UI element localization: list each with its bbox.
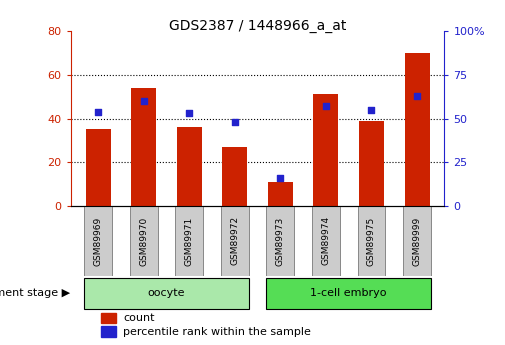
Bar <box>85 129 111 206</box>
Text: GSM89975: GSM89975 <box>367 216 376 266</box>
Text: development stage ▶: development stage ▶ <box>0 288 70 298</box>
FancyBboxPatch shape <box>312 206 340 276</box>
Text: oocyte: oocyte <box>147 288 185 298</box>
Text: GSM89974: GSM89974 <box>321 216 330 266</box>
Bar <box>314 95 338 206</box>
Point <box>413 93 421 99</box>
FancyBboxPatch shape <box>175 206 203 276</box>
Text: percentile rank within the sample: percentile rank within the sample <box>123 327 311 337</box>
Bar <box>405 53 430 206</box>
FancyBboxPatch shape <box>84 206 112 276</box>
Text: 1-cell embryo: 1-cell embryo <box>311 288 387 298</box>
Text: GSM89971: GSM89971 <box>185 216 194 266</box>
Bar <box>100 326 116 337</box>
FancyBboxPatch shape <box>403 206 431 276</box>
FancyBboxPatch shape <box>267 278 431 309</box>
Point <box>276 175 284 181</box>
Text: GSM89972: GSM89972 <box>230 216 239 266</box>
Text: GSM89970: GSM89970 <box>139 216 148 266</box>
FancyBboxPatch shape <box>221 206 248 276</box>
FancyBboxPatch shape <box>358 206 385 276</box>
Point <box>231 119 239 125</box>
Bar <box>222 147 247 206</box>
FancyBboxPatch shape <box>267 206 294 276</box>
FancyBboxPatch shape <box>84 278 248 309</box>
Text: GSM89999: GSM89999 <box>413 216 422 266</box>
Text: count: count <box>123 313 155 323</box>
Text: GSM89973: GSM89973 <box>276 216 285 266</box>
Point <box>185 110 193 116</box>
FancyBboxPatch shape <box>130 206 158 276</box>
Point <box>94 109 102 114</box>
Bar <box>268 182 293 206</box>
Bar <box>177 127 201 206</box>
Bar <box>100 313 116 323</box>
Bar <box>359 121 384 206</box>
Point <box>322 104 330 109</box>
Point <box>368 107 376 112</box>
Text: GSM89969: GSM89969 <box>93 216 103 266</box>
Text: GDS2387 / 1448966_a_at: GDS2387 / 1448966_a_at <box>169 19 346 33</box>
Bar <box>131 88 156 206</box>
Point <box>139 98 147 104</box>
